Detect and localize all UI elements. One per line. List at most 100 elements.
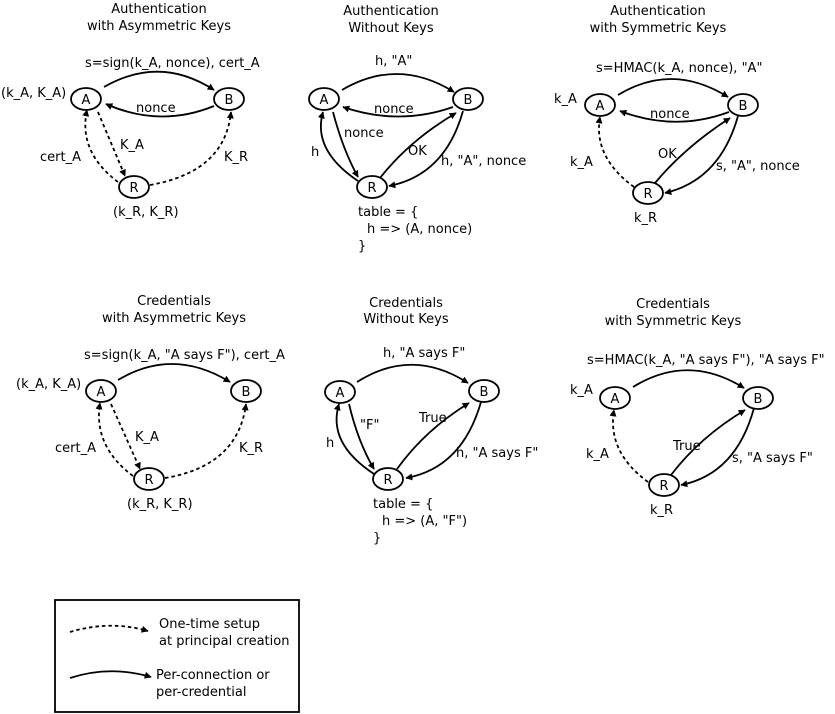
- legend-dashed-arrow: [69, 624, 149, 633]
- node-r-label: R: [144, 473, 153, 488]
- legend-dashed-line-1: One-time setup: [159, 617, 260, 632]
- node-a-key: k_A: [554, 92, 577, 107]
- legend-solid-line-1: Per-connection or: [156, 668, 270, 683]
- node-r: [133, 467, 165, 491]
- node-r: [372, 467, 404, 491]
- node-r-label: R: [129, 181, 138, 196]
- edge-label-a-to-b: s=sign(k_A, "A says F"), cert_A: [84, 348, 285, 363]
- table-line-2: h => (A, nonce): [367, 222, 472, 237]
- edge-a-to-b: [103, 70, 215, 91]
- node-a-keys: (k_A, K_A): [16, 377, 81, 392]
- edge-b-to-r: [388, 110, 464, 189]
- edge-label-a-to-b: h, "A": [375, 54, 412, 69]
- edge-label-r-to-a: h: [326, 436, 334, 451]
- node-r: [632, 181, 664, 205]
- edge-label-r-to-b: OK: [408, 144, 427, 159]
- node-a: [324, 380, 356, 404]
- panel-title-line-2: Without Keys: [363, 312, 449, 327]
- edge-label-a-to-b: h, "A says F": [383, 346, 465, 361]
- node-b-label: B: [464, 93, 473, 108]
- panel-title-line-1: Credentials: [369, 296, 443, 311]
- edge-a-to-b: [356, 363, 469, 384]
- edge-a-to-b: [617, 78, 729, 98]
- edge-r-to-a: [595, 116, 635, 188]
- edge-r-to-b: [654, 117, 731, 184]
- edge-label-r-to-b: K_R: [239, 441, 263, 456]
- edge-label-r-to-a: h: [311, 145, 319, 160]
- edge-a-to-r: [110, 403, 141, 470]
- edge-a-to-b: [117, 363, 231, 383]
- edge-r-to-b: [379, 112, 457, 179]
- node-a-key: k_A: [570, 383, 593, 398]
- edge-label-r-to-b: True: [418, 411, 447, 426]
- panel-title-line-2: with Symmetric Keys: [605, 314, 742, 329]
- node-r-label: R: [659, 479, 668, 494]
- panel-title-line-1: Credentials: [636, 297, 710, 312]
- edge-label-b-to-a: nonce: [650, 107, 690, 122]
- legend-box: [54, 599, 300, 713]
- edge-r-to-a: [333, 403, 375, 475]
- legend: One-time setup at principal creation Per…: [54, 599, 300, 713]
- edge-b-to-a: [342, 105, 454, 118]
- node-b-label: B: [754, 392, 763, 407]
- node-r-keys: (k_R, K_R): [127, 497, 193, 512]
- panel-auth-without-keys: Authentication Without Keys h, "A" nonce…: [308, 4, 526, 254]
- edge-label-a-to-r: nonce: [344, 126, 384, 141]
- edge-label-b-to-r: h, "A says F": [456, 446, 538, 461]
- edge-label-b-to-r: h, "A", nonce: [441, 154, 526, 169]
- legend-solid-arrow: [69, 670, 152, 679]
- node-b-label: B: [480, 385, 489, 400]
- panel-auth-symmetric: Authentication with Symmetric Keys s=HMA…: [554, 4, 800, 226]
- edge-label-a-to-b: s=HMAC(k_A, "A says F"), "A says F": [587, 353, 825, 368]
- panel-title-line-2: with Symmetric Keys: [590, 21, 727, 36]
- edge-r-to-a: [317, 111, 359, 182]
- node-a-label: A: [320, 93, 329, 108]
- edge-label-a-to-b: s=HMAC(k_A, nonce), "A": [596, 61, 762, 76]
- edge-label-a-to-r: "F": [360, 418, 379, 433]
- node-b: [742, 386, 774, 410]
- panel-title-line-1: Authentication: [111, 2, 206, 17]
- table-line-3: }: [358, 239, 366, 254]
- node-r-keys: (k_R, K_R): [113, 205, 179, 220]
- table-line-3: }: [373, 531, 381, 546]
- table-line-1: table = {: [358, 205, 418, 220]
- panel-title-line-2: with Asymmetric Keys: [102, 311, 246, 326]
- edge-label-r-to-a: k_A: [586, 447, 609, 462]
- edge-b-to-a: [619, 109, 730, 123]
- edge-a-to-r: [97, 111, 126, 177]
- edge-r-to-b: [670, 409, 746, 476]
- node-b-label: B: [225, 93, 234, 108]
- node-b: [727, 93, 759, 117]
- node-b: [213, 87, 245, 111]
- node-r-key: k_R: [650, 503, 673, 518]
- node-b-label: B: [739, 99, 748, 114]
- node-a-label: A: [596, 99, 605, 114]
- node-b: [468, 379, 500, 403]
- node-a-label: A: [336, 386, 345, 401]
- legend-solid-line-2: per-credential: [156, 685, 246, 700]
- node-b-label: B: [242, 385, 251, 400]
- edge-b-to-r: [680, 407, 755, 488]
- node-a: [308, 87, 340, 111]
- node-r-label: R: [643, 187, 652, 202]
- node-a-keys: (k_A, K_A): [1, 86, 66, 101]
- node-r: [118, 175, 150, 199]
- node-b: [452, 87, 484, 111]
- edge-b-to-a: [105, 103, 215, 118]
- edge-label-b-to-r: s, "A says F": [732, 451, 813, 466]
- node-r: [356, 175, 388, 199]
- panel-cred-asymmetric: Credentials with Asymmetric Keys s=sign(…: [16, 294, 285, 512]
- panel-cred-symmetric: Credentials with Symmetric Keys s=HMAC(k…: [570, 297, 825, 518]
- panel-title-line-1: Authentication: [610, 4, 705, 19]
- node-a-label: A: [97, 385, 106, 400]
- edge-a-to-r: [332, 111, 359, 178]
- edge-r-to-b: [396, 402, 470, 470]
- edge-a-to-r: [348, 403, 375, 470]
- table-line-2: h => (A, "F"): [382, 514, 467, 529]
- edge-r-to-b: [164, 403, 249, 479]
- panel-title-line-2: with Asymmetric Keys: [87, 19, 231, 34]
- node-r-label: R: [383, 473, 392, 488]
- edge-label-r-to-b: K_R: [224, 150, 248, 165]
- edge-b-to-r: [405, 401, 482, 481]
